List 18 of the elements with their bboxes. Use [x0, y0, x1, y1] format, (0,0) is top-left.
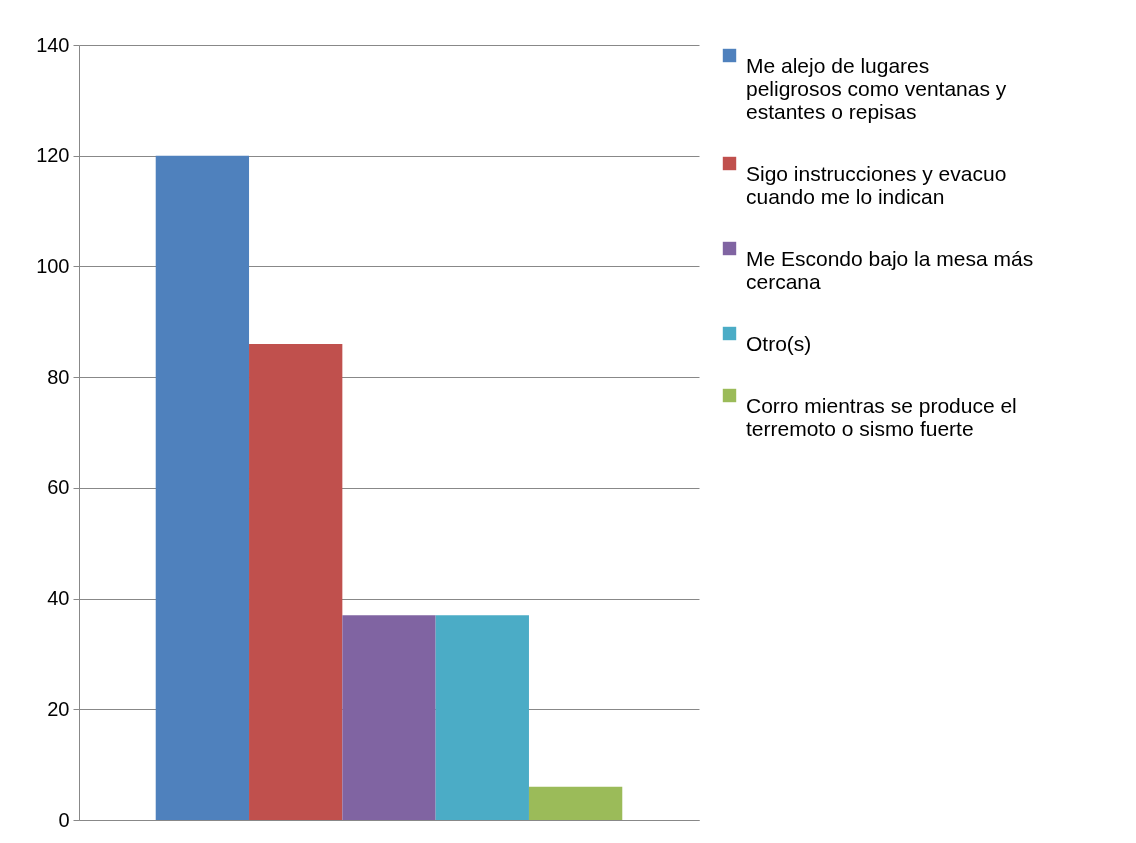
- y-tick-label: 80: [47, 365, 70, 388]
- y-tick-label: 40: [47, 587, 70, 610]
- y-tick-label: 140: [36, 33, 70, 56]
- y-tick-label: 120: [36, 144, 70, 167]
- legend-label: Me alejo de lugares peligrosos como ventanas y estantes o repisas: [746, 53, 1007, 123]
- legend-label: Otro(s): [746, 331, 812, 355]
- bar: [528, 786, 623, 820]
- legend-label: Me Escondo bajo la mesa más cercana: [746, 246, 1034, 293]
- legend-label: Corro mientras se produce el terremoto o sismo fuerte: [746, 393, 1017, 440]
- y-tick-label: 20: [47, 697, 70, 720]
- bar: [342, 615, 436, 820]
- y-tick-label: 60: [47, 476, 70, 499]
- y-tick-label: 100: [36, 254, 70, 277]
- bar: [155, 155, 250, 820]
- bar: [435, 615, 529, 820]
- bar: [249, 343, 343, 820]
- y-tick-label: 0: [58, 808, 70, 831]
- legend-label: Sigo instrucciones y evacuo cuando me lo indican: [746, 161, 1007, 208]
